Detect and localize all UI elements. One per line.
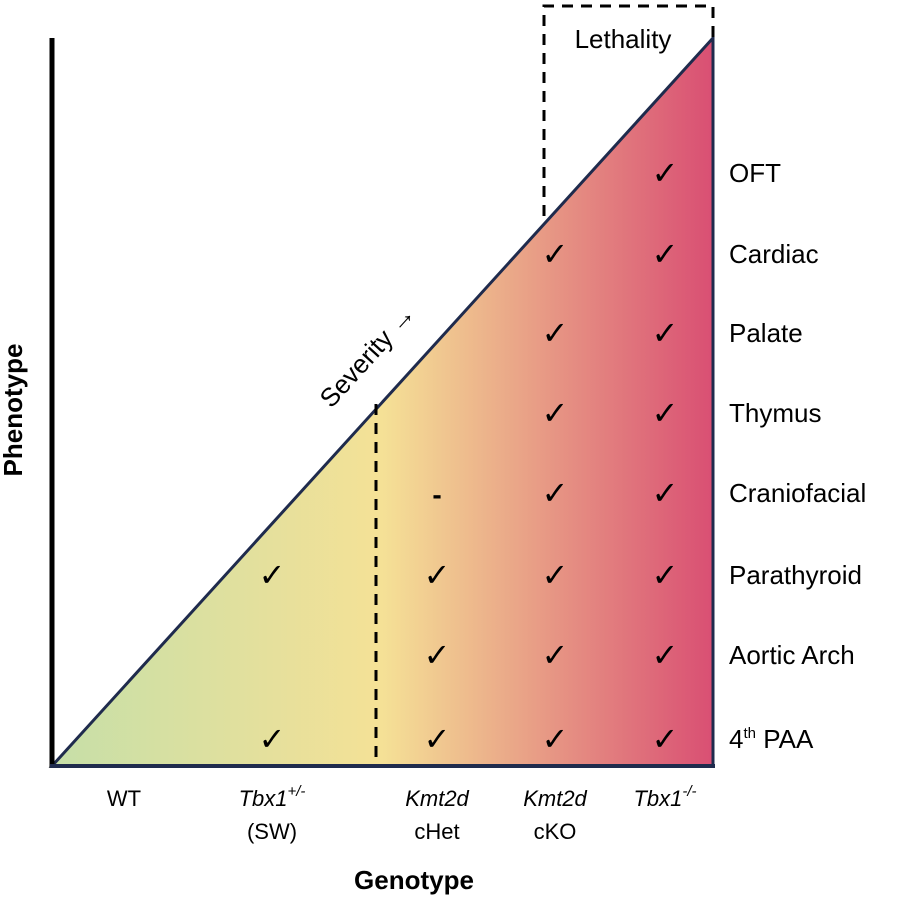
genotype-label-kmt2d-chet: Kmt2d xyxy=(405,786,469,811)
genotype-sublabel-tbx1-het: (SW) xyxy=(247,819,297,844)
genotype-labels: WT Tbx1+/- (SW) Kmt2d cHet Kmt2d cKO Tbx1-/- xyxy=(107,783,697,844)
phenotype-label-oft: OFT xyxy=(729,158,781,188)
y-axis-title: Phenotype xyxy=(0,344,28,477)
phenotype-label-parathyroid: Parathyroid xyxy=(729,560,862,590)
check-mark-thymus-kmt2d-cko: ✓ xyxy=(542,394,569,432)
genotype-sublabel-kmt2d-chet: cHet xyxy=(414,819,459,844)
dash-mark-craniofacial-kmt2d-chet: - xyxy=(432,479,441,510)
phenotype-label-thymus: Thymus xyxy=(729,398,821,428)
genotype-label-tbx1-het: Tbx1+/- xyxy=(239,783,306,811)
check-mark-craniofacial-tbx1-null: ✓ xyxy=(652,474,679,512)
x-axis-title: Genotype xyxy=(354,865,474,895)
check-mark-palate-kmt2d-cko: ✓ xyxy=(542,314,569,352)
check-mark-palate-tbx1-null: ✓ xyxy=(652,314,679,352)
phenotype-label-aortic-arch: Aortic Arch xyxy=(729,640,855,670)
phenotype-label-cardiac: Cardiac xyxy=(729,239,819,269)
phenotype-label-palate: Palate xyxy=(729,318,803,348)
check-mark-cardiac-tbx1-null: ✓ xyxy=(652,235,679,273)
marks-grid: ✓ ✓ ✓ ✓ ✓ ✓ ✓ - ✓ ✓ ✓ ✓ ✓ ✓ ✓ ✓ ✓ ✓ ✓ ✓ ✓ xyxy=(259,154,679,758)
check-mark-craniofacial-kmt2d-cko: ✓ xyxy=(542,474,569,512)
check-mark-4th-paa-tbx1-null: ✓ xyxy=(652,720,679,758)
check-mark-cardiac-kmt2d-cko: ✓ xyxy=(542,235,569,273)
check-mark-4th-paa-tbx1-het: ✓ xyxy=(259,720,286,758)
check-mark-aortic-arch-tbx1-null: ✓ xyxy=(652,636,679,674)
phenotype-label-4th-paa: 4th PAA xyxy=(729,724,814,754)
check-mark-parathyroid-tbx1-het: ✓ xyxy=(259,556,286,594)
severity-triangle xyxy=(48,34,715,768)
genotype-label-wt: WT xyxy=(107,786,141,811)
genotype-label-tbx1-null: Tbx1-/- xyxy=(633,783,696,811)
check-mark-4th-paa-kmt2d-chet: ✓ xyxy=(424,720,451,758)
check-mark-parathyroid-kmt2d-cko: ✓ xyxy=(542,556,569,594)
check-mark-4th-paa-kmt2d-cko: ✓ xyxy=(542,720,569,758)
genotype-label-kmt2d-cko: Kmt2d xyxy=(523,786,587,811)
check-mark-aortic-arch-kmt2d-chet: ✓ xyxy=(424,636,451,674)
check-mark-aortic-arch-kmt2d-cko: ✓ xyxy=(542,636,569,674)
check-mark-thymus-tbx1-null: ✓ xyxy=(652,394,679,432)
check-mark-parathyroid-kmt2d-chet: ✓ xyxy=(424,556,451,594)
lethality-dashed-box xyxy=(542,4,715,216)
lethality-label: Lethality xyxy=(575,24,672,54)
check-mark-oft-tbx1-null: ✓ xyxy=(652,154,679,192)
phenotype-labels: OFT Cardiac Palate Thymus Craniofacial Parath… xyxy=(729,158,866,754)
phenotype-label-craniofacial: Craniofacial xyxy=(729,478,866,508)
genotype-sublabel-kmt2d-cko: cKO xyxy=(534,819,577,844)
check-mark-parathyroid-tbx1-null: ✓ xyxy=(652,556,679,594)
